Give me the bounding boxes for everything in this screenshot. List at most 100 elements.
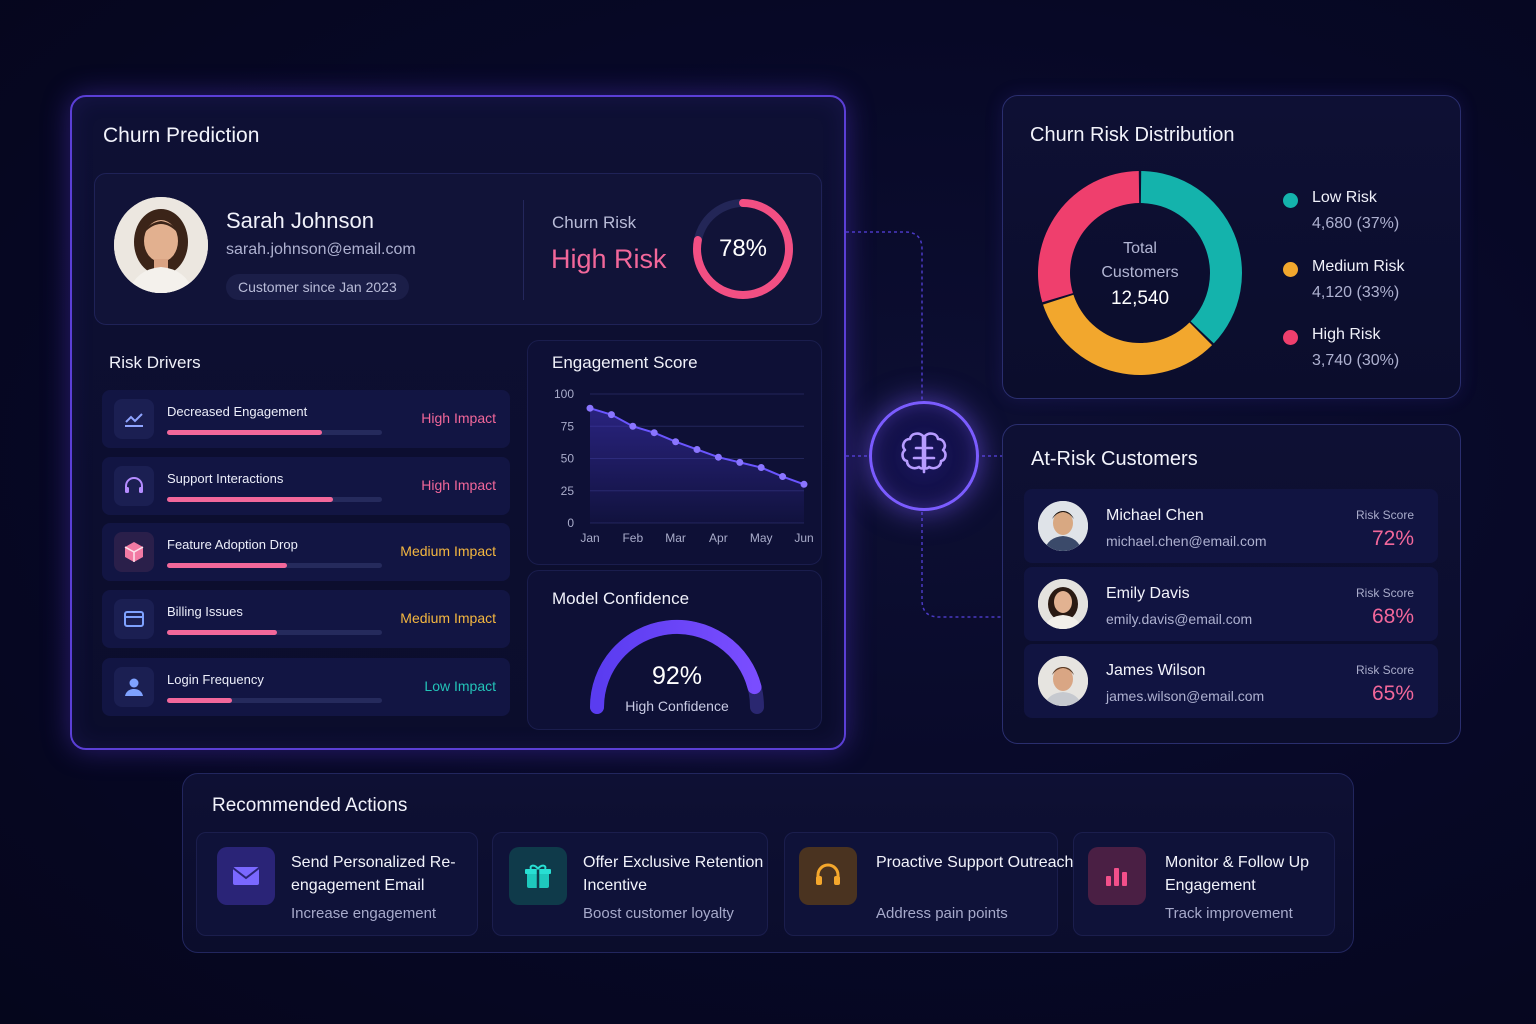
risk-score-value: 68%: [1371, 605, 1414, 628]
engagement-point: [650, 429, 658, 437]
churn-risk-percent: 78%: [718, 235, 768, 262]
risk-driver-label: Billing Issues: [167, 604, 243, 619]
churn-risk-gauge: [693, 199, 793, 299]
risk-driver-support-interactions[interactable]: Support Interactions High Impact: [102, 457, 510, 515]
action-title: Monitor & Follow Up Engagement: [1165, 854, 1310, 894]
engagement-area: [590, 408, 804, 523]
at-risk-row-michael[interactable]: Michael Chen michael.chen@email.com Risk…: [1024, 489, 1438, 563]
engagement-score-title: Engagement Score: [552, 353, 698, 372]
model-confidence-label: High Confidence: [625, 698, 729, 714]
donut-slice: [1037, 171, 1140, 303]
model-confidence-value: 92%: [651, 662, 703, 690]
distribution-title: Churn Risk Distribution: [1030, 124, 1235, 146]
action-monitor-follow-up[interactable]: Monitor & Follow Up Engagement Track imp…: [1073, 832, 1335, 936]
x-tick-label: May: [750, 531, 773, 545]
engagement-line-chart: 100 75 50 25 0 Jan Feb Mar Apr May Jun: [554, 387, 814, 545]
at-risk-name: Michael Chen: [1106, 507, 1204, 524]
risk-driver-bar: [167, 630, 277, 635]
avatar: [114, 197, 208, 293]
bar-chart-icon: [1106, 868, 1127, 886]
at-risk-email: james.wilson@email.com: [1106, 688, 1265, 704]
risk-driver-billing-issues[interactable]: Billing Issues Medium Impact: [102, 590, 510, 648]
at-risk-title: At-Risk Customers: [1031, 448, 1198, 470]
y-tick-label: 50: [561, 452, 575, 466]
risk-score-label: Risk Score: [1355, 586, 1414, 600]
donut-center-line1: Total: [1123, 240, 1157, 257]
legend-name-medium: Medium Risk: [1312, 258, 1405, 275]
legend-name-low: Low Risk: [1312, 189, 1377, 206]
trend-chart-icon: [125, 413, 143, 427]
ai-hub: [869, 401, 979, 511]
at-risk-name: Emily Davis: [1106, 585, 1190, 602]
donut-center-line2: Customers: [1101, 264, 1179, 281]
legend-name-high: High Risk: [1312, 326, 1381, 343]
risk-drivers-title: Risk Drivers: [109, 353, 201, 372]
action-title: Proactive Support Outreach: [876, 854, 1074, 871]
risk-driver-label: Login Frequency: [167, 672, 264, 687]
avatar: [1038, 656, 1088, 706]
action-title: Send Personalized Re-engagement Email: [291, 854, 456, 894]
profile-divider: [523, 200, 524, 300]
churn-risk-level: High Risk: [551, 244, 667, 274]
y-tick-label: 25: [561, 484, 575, 498]
x-tick-label: Mar: [665, 531, 686, 545]
legend-dot-low: [1283, 193, 1298, 208]
envelope-icon: [232, 867, 260, 885]
risk-driver-label: Support Interactions: [167, 471, 284, 486]
action-proactive-support[interactable]: Proactive Support Outreach Address pain …: [784, 832, 1073, 936]
at-risk-row-emily[interactable]: Emily Davis emily.davis@email.com Risk S…: [1024, 567, 1438, 641]
action-retention-incentive[interactable]: Offer Exclusive Retention Incentive Boos…: [492, 832, 768, 936]
avatar: [1038, 501, 1088, 551]
action-desc: Track improvement: [1165, 905, 1293, 922]
action-send-email[interactable]: Send Personalized Re-engagement Email In…: [196, 832, 478, 936]
x-tick-label: Jan: [580, 531, 599, 545]
at-risk-name: James Wilson: [1106, 662, 1206, 679]
avatar: [1038, 579, 1088, 629]
action-desc: Address pain points: [876, 905, 1008, 922]
risk-driver-feature-adoption[interactable]: Feature Adoption Drop Medium Impact: [102, 523, 510, 581]
engagement-point: [607, 411, 615, 419]
engagement-point: [736, 458, 744, 466]
donut-center-total: 12,540: [1110, 288, 1170, 309]
churn-risk-label: Churn Risk: [552, 213, 637, 232]
headset-icon: [816, 863, 840, 885]
action-desc: Boost customer loyalty: [583, 905, 734, 922]
risk-driver-impact: High Impact: [421, 477, 496, 493]
risk-driver-login-frequency[interactable]: Login Frequency Low Impact: [102, 658, 510, 716]
engagement-point: [693, 445, 701, 453]
model-confidence-card: [527, 570, 822, 730]
action-desc: Increase engagement: [291, 905, 437, 922]
legend-value-medium: 4,120 (33%): [1312, 284, 1400, 301]
headset-icon: [125, 477, 143, 493]
at-risk-row-james[interactable]: James Wilson james.wilson@email.com Risk…: [1024, 644, 1438, 718]
risk-score-label: Risk Score: [1355, 663, 1414, 677]
risk-driver-impact: Medium Impact: [400, 543, 496, 559]
donut-slice: [1140, 171, 1242, 344]
risk-driver-bar: [167, 497, 333, 502]
risk-driver-label: Feature Adoption Drop: [167, 537, 298, 552]
risk-driver-impact: Low Impact: [424, 678, 496, 694]
engagement-point: [672, 438, 680, 446]
engagement-point: [779, 473, 787, 481]
risk-driver-decreased-engagement[interactable]: Decreased Engagement High Impact: [102, 390, 510, 448]
distribution-donut-chart: [1037, 171, 1242, 376]
model-confidence-title: Model Confidence: [552, 589, 690, 608]
y-tick-label: 75: [561, 419, 575, 433]
risk-driver-bar: [167, 698, 232, 703]
x-tick-label: Feb: [622, 531, 643, 545]
at-risk-email: emily.davis@email.com: [1106, 611, 1253, 627]
donut-slice: [1043, 294, 1213, 376]
engagement-point: [800, 480, 808, 488]
risk-score-value: 72%: [1371, 527, 1414, 550]
risk-driver-label: Decreased Engagement: [167, 404, 308, 419]
risk-driver-impact: Medium Impact: [400, 610, 496, 626]
legend-value-low: 4,680 (37%): [1312, 215, 1400, 232]
engagement-point: [714, 453, 722, 461]
action-title: Offer Exclusive Retention Incentive: [583, 854, 764, 894]
customer-name: Sarah Johnson: [226, 208, 374, 233]
recommended-actions-title: Recommended Actions: [212, 795, 408, 816]
y-tick-label: 100: [554, 387, 574, 401]
at-risk-email: michael.chen@email.com: [1106, 533, 1267, 549]
risk-driver-bar: [167, 430, 322, 435]
